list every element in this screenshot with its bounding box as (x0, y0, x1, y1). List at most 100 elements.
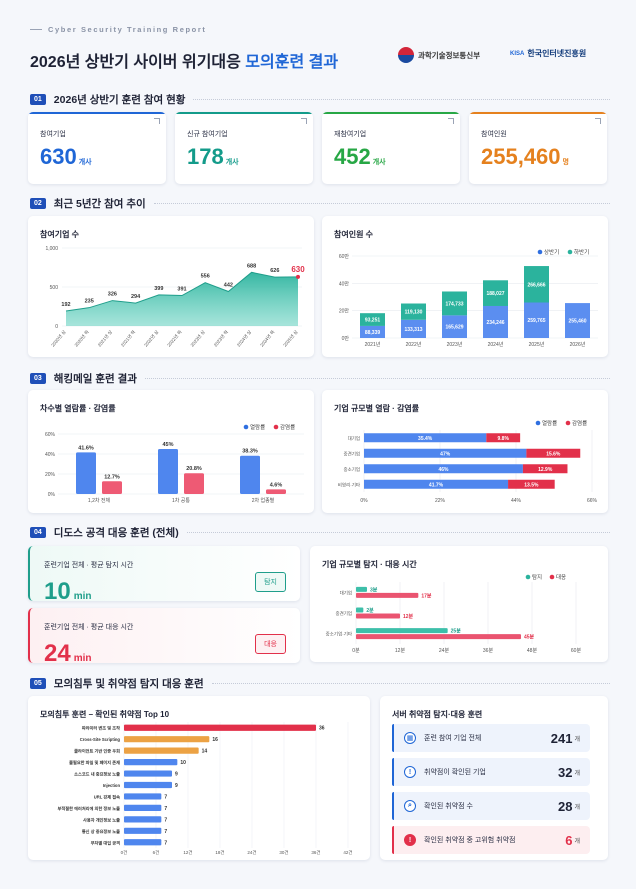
y-tick-label: 60만 (339, 253, 350, 260)
kpi-label: 재참여기업 (334, 131, 367, 138)
x-tick-label: 2021년 (365, 341, 381, 348)
kpi-card: 참여기업 630 개사 (28, 112, 166, 184)
y-tick-label: 클라이언트 기반 인증 우회 (74, 748, 120, 755)
bar-value-label: 17분 (421, 593, 432, 599)
chart-title: 차수별 열람률 · 감염률 (40, 404, 116, 413)
bar (356, 628, 448, 634)
bar-infection-rate (526, 448, 581, 458)
people-bar-chart: 상반기 하반기 0만 20만 40만 60만 88,339 93,251 2021년 133,31… (339, 248, 598, 348)
bar-value-label: 9 (175, 772, 178, 778)
round-rates-chart: 열람률 감염률 0% 20% 40% 60% 41.6% 12.7% 1,2차 전체 45% 20.… (45, 423, 304, 504)
server-stat-row: ! 취약점이 확인된 기업 32 개 (392, 758, 590, 786)
x-tick-label: 2024년 하 (258, 328, 276, 348)
server-title: 서버 취약점 탐지·대응 훈련 (392, 710, 483, 719)
server-stat-label: 확인된 취약점 중 고위험 취약점 (424, 837, 516, 844)
server-card: 서버 취약점 탐지·대응 훈련 ▦ 훈련 참여 기업 전체 241 개 ! 취약… (380, 696, 608, 860)
y-tick-label: Cross-Site Scripting (80, 737, 121, 742)
data-label: 630 (291, 265, 305, 274)
bar-value-label: 7 (164, 840, 167, 846)
x-tick-label: 12분 (395, 648, 406, 654)
section-4-header: 04 디도스 공격 대응 훈련 (전체) (30, 525, 610, 540)
x-tick-label: 36건 (311, 849, 320, 855)
legend-label: 열람률 (542, 419, 557, 427)
legend-label: 상반기 (544, 248, 559, 256)
taeguk-icon (398, 47, 414, 63)
bar-value-label: 36 (319, 726, 325, 732)
bar (356, 613, 400, 619)
bar-value-label: 188,027 (486, 291, 504, 297)
legend-swatch (243, 424, 249, 430)
server-stat-unit: 개 (574, 770, 580, 777)
ddos-value: 24 min (44, 640, 92, 663)
x-tick-label: 18건 (215, 849, 224, 855)
bar-second-half (483, 280, 508, 306)
people-chart-card: 참여인원 수 상반기 하반기 0만 20만 40만 60만 88,339 93,251 2021… (322, 216, 608, 357)
x-tick-label: 2023년 (447, 341, 463, 348)
warning-icon: ! (404, 834, 416, 846)
bar (356, 607, 364, 613)
bar (124, 839, 162, 846)
server-stat-label: 취약점이 확인된 기업 (424, 769, 486, 776)
y-tick-label: 40% (45, 452, 56, 458)
bar-value-label: 38.3% (242, 449, 258, 455)
bar-value-label: 45분 (524, 635, 535, 641)
x-tick-label: 1,2차 전체 (88, 497, 111, 504)
chart-title: 참여기업 수 (40, 230, 80, 239)
legend-swatch (565, 420, 571, 426)
y-tick-label: URL 강제 접속 (94, 793, 120, 800)
corner-icon (595, 118, 601, 124)
y-tick-label: 중견기업 (335, 610, 352, 617)
y-tick-label: 500 (50, 285, 59, 291)
ddos-label: 훈련기업 전체 · 평균 대응 시간 (44, 624, 134, 631)
page-title: 2026년 상반기 사이버 위기대응 모의훈련 결과 (30, 54, 339, 71)
bar-value-label: 165,629 (445, 325, 463, 331)
bar-open-rate (364, 464, 523, 474)
y-tick-label: Injection (103, 783, 121, 788)
bar-value-label: 174,733 (445, 301, 463, 307)
bar-value-label: 12분 (403, 614, 414, 620)
y-tick-label: 중소기업 (343, 466, 360, 473)
x-tick-label: 0분 (352, 648, 360, 654)
bar (356, 586, 367, 592)
kpi-value: 255,460 명 (481, 144, 569, 169)
legend-swatch (567, 249, 573, 255)
ddos-badge-button[interactable]: 탐지 (255, 572, 286, 592)
data-label: 442 (224, 283, 233, 289)
y-tick-label: 0% (48, 492, 56, 498)
y-tick-label: 불필요한 파일 및 페이지 존재 (69, 759, 120, 766)
x-tick-label: 2020년 상 (50, 329, 67, 348)
chart-title: 기업 규모별 열람 · 감염률 (334, 404, 420, 413)
data-label: 294 (131, 294, 141, 300)
x-tick-label: 12건 (183, 849, 192, 855)
x-tick-label: 36분 (483, 648, 494, 654)
bar-open-rate (364, 448, 527, 458)
bar-open-rate (364, 433, 487, 443)
chart-title: 기업 규모별 탐지 · 대응 시간 (322, 560, 417, 569)
kpi-label: 참여인원 (481, 131, 507, 138)
y-tick-label: 0만 (342, 335, 350, 342)
round-rates-card: 차수별 열람률 · 감염률 열람률 감염률 0% 20% 40% 60% 41.6% 12.7… (28, 390, 314, 513)
ddos-time-card: 기업 규모별 탐지 · 대응 시간 탐지 대응 0분 12분 24분 36분 48분 60분 3… (310, 546, 608, 662)
legend-label: 감염률 (572, 419, 587, 427)
server-stat-row: ⌕ 확인된 취약점 수 28 개 (392, 792, 590, 820)
kpi-value: 178 개사 (187, 144, 239, 169)
bar-value-label: 16 (212, 737, 218, 743)
x-tick-label: 2차 업종별 (252, 497, 275, 504)
bar (102, 481, 122, 494)
bar (124, 804, 162, 812)
y-tick-label: 1,000 (45, 246, 58, 252)
kpi-label: 참여기업 (40, 131, 66, 138)
y-tick-label: 20만 (339, 308, 350, 315)
server-stat-row: ▦ 훈련 참여 기업 전체 241 개 (392, 724, 590, 752)
data-label: 235 (85, 299, 94, 305)
ddos-badge-button[interactable]: 대응 (255, 634, 286, 654)
bar (124, 781, 172, 789)
bar-value-label: 15.6% (546, 451, 561, 457)
ministry-logo: 과학기술정보통신부 (398, 47, 480, 63)
bar-value-label: 25분 (451, 629, 462, 635)
y-tick-label: 40만 (339, 280, 350, 287)
bar-value-label: 10 (180, 760, 186, 766)
x-tick-label: 24건 (247, 849, 256, 855)
section-1-header: 01 2026년 상반기 훈련 참여 현황 (30, 92, 610, 107)
bar-second-half (442, 291, 467, 316)
